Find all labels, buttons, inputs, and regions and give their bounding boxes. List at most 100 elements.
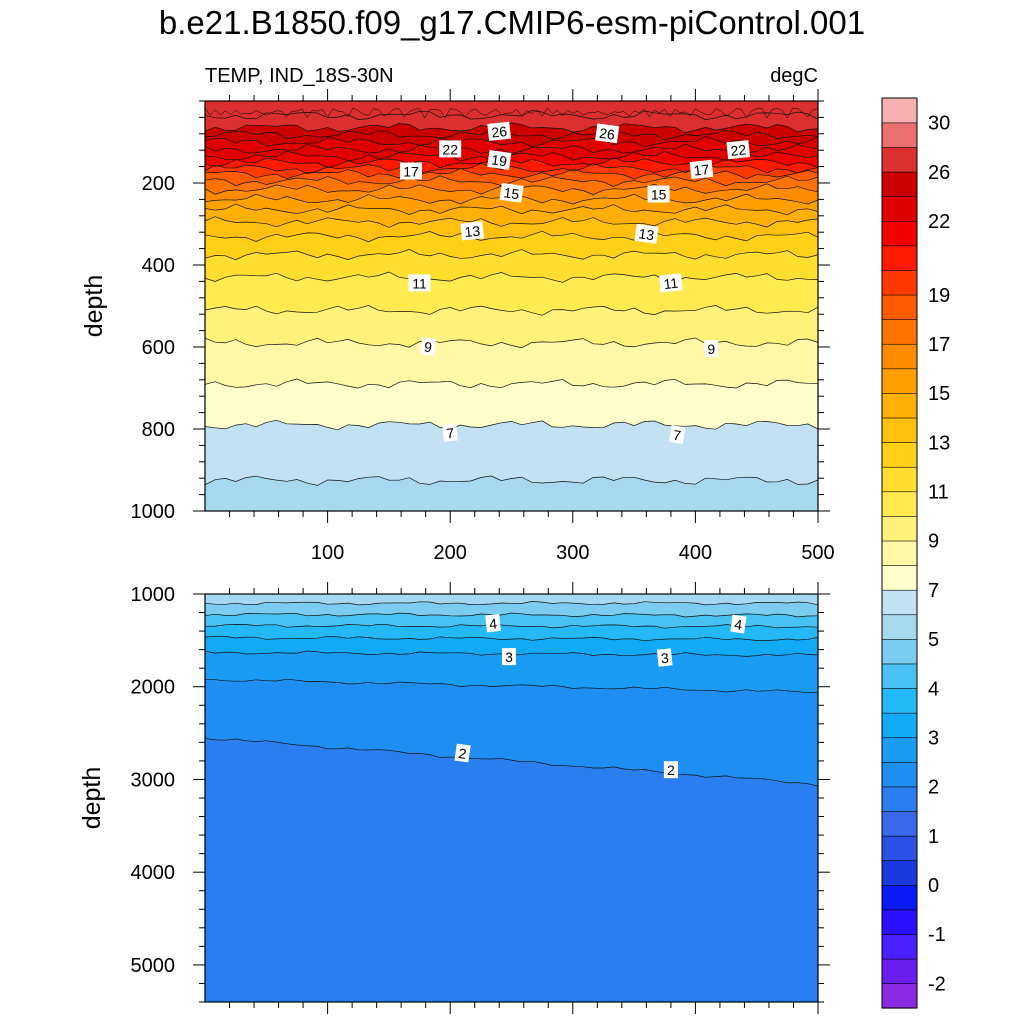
contour-label-box bbox=[408, 274, 431, 292]
contour-label: 11 bbox=[408, 274, 431, 292]
contour-label: 4 bbox=[485, 614, 501, 633]
lower-y-axis-label: depth bbox=[78, 767, 106, 830]
isotherm-line bbox=[205, 623, 818, 629]
colorbar-swatch bbox=[881, 638, 918, 665]
contour-label-box bbox=[460, 221, 485, 241]
contour-label: 7 bbox=[668, 425, 686, 444]
colorbar-swatch bbox=[881, 835, 918, 862]
contour-label-box bbox=[726, 140, 751, 160]
y-tick-label: 2000 bbox=[131, 677, 176, 699]
contour-label-box bbox=[663, 761, 678, 779]
isotherm-line bbox=[205, 175, 818, 187]
y-tick-label: 800 bbox=[142, 419, 175, 441]
colorbar-label: 30 bbox=[928, 113, 950, 135]
contour-label: 22 bbox=[726, 140, 751, 160]
colorbar-swatch bbox=[881, 220, 918, 247]
x-tick-label: 400 bbox=[679, 542, 712, 564]
isotherm-line bbox=[205, 601, 818, 606]
contour-label-box bbox=[487, 121, 511, 141]
contour-label-text: 7 bbox=[672, 427, 682, 444]
isotherm-line bbox=[205, 143, 818, 154]
colorbar-label: 17 bbox=[928, 334, 950, 356]
contour-label-box bbox=[485, 614, 501, 633]
contour-label-text: 15 bbox=[503, 184, 521, 202]
colorbar-label: 2 bbox=[928, 777, 939, 799]
contour-label: 13 bbox=[460, 221, 485, 241]
colorbar-label: -1 bbox=[928, 924, 946, 946]
colorbar-swatch bbox=[881, 712, 918, 739]
contour-label-text: 13 bbox=[464, 223, 481, 241]
units-label: degC bbox=[770, 65, 818, 87]
contour-label-text: 11 bbox=[663, 275, 679, 292]
isotherm-line bbox=[205, 163, 818, 175]
contour-label: 19 bbox=[487, 149, 512, 170]
colorbar-swatch bbox=[881, 417, 918, 443]
variable-label: TEMP, IND_18S-30N bbox=[205, 65, 394, 87]
contour-label-box bbox=[656, 648, 673, 667]
y-tick-label: 600 bbox=[142, 337, 175, 359]
colorbar-swatch bbox=[881, 245, 918, 271]
upper-y-axis-label: depth bbox=[80, 275, 108, 338]
isotherm-line bbox=[205, 230, 818, 243]
colorbar-swatch bbox=[881, 564, 918, 591]
contour-label-text: 15 bbox=[651, 187, 667, 203]
y-tick-label: 200 bbox=[142, 173, 175, 195]
colorbar-swatch bbox=[881, 687, 918, 714]
contour-label: 4 bbox=[730, 614, 747, 634]
colorbar-swatch bbox=[881, 909, 918, 935]
contour-label-box bbox=[502, 648, 516, 666]
colorbar-label: 0 bbox=[928, 875, 939, 897]
colorbar-label: 1 bbox=[928, 826, 939, 848]
x-tick-label: 100 bbox=[311, 542, 344, 564]
colorbar-swatch bbox=[881, 737, 918, 763]
colorbar-swatch bbox=[881, 171, 918, 197]
contour-label: 9 bbox=[420, 337, 437, 356]
colorbar-swatch bbox=[881, 466, 918, 493]
y-tick-label: 4000 bbox=[131, 862, 176, 884]
isotherm-line bbox=[205, 129, 818, 141]
colorbar-swatch bbox=[881, 540, 918, 566]
contour-label: 11 bbox=[659, 273, 683, 293]
colorbar-label: 22 bbox=[928, 211, 950, 233]
colorbar-swatch bbox=[881, 515, 918, 542]
contour-label-text: 3 bbox=[660, 650, 670, 667]
contour-label: 13 bbox=[634, 223, 659, 244]
contour-label: 3 bbox=[502, 648, 516, 666]
colorbar: -2 -1 0 1 2 3 4 5 7 9 11 13 15 17 19 22 26 30 bbox=[881, 97, 950, 1009]
colorbar-label: 13 bbox=[928, 432, 950, 454]
colorbar-swatch bbox=[881, 294, 918, 320]
isotherm-line bbox=[205, 305, 818, 316]
colorbar-swatch bbox=[881, 491, 918, 517]
contour-label-box bbox=[634, 223, 659, 244]
contour-label: 26 bbox=[595, 123, 620, 144]
upper-plot-frame bbox=[204, 100, 819, 512]
contour-label-box bbox=[668, 425, 686, 444]
y-tick-label: 400 bbox=[142, 255, 175, 277]
contour-label-box bbox=[454, 743, 471, 763]
colorbar-label: 15 bbox=[928, 383, 950, 405]
colorbar-swatch bbox=[881, 196, 918, 222]
isotherm-line bbox=[205, 136, 818, 148]
colorbar-label: 4 bbox=[928, 678, 939, 700]
colorbar-swatch bbox=[881, 146, 918, 173]
contour-label: 2 bbox=[454, 743, 471, 763]
contour-label-box bbox=[400, 162, 422, 180]
contour-label: 26 bbox=[487, 121, 511, 141]
upper-depth-panel: 26 26 22 22 19 17 17 15 15 13 13 11 11 9 9 7 7 200 400 600… bbox=[80, 89, 835, 564]
colorbar-swatch bbox=[881, 860, 918, 886]
contour-label-text: 11 bbox=[412, 275, 427, 291]
isotherm-line bbox=[205, 216, 818, 228]
contour-label: 15 bbox=[499, 182, 524, 203]
colorbar-swatch bbox=[881, 442, 918, 468]
contour-label-box bbox=[420, 337, 437, 356]
colorbar-swatch bbox=[881, 97, 918, 124]
contour-label: 9 bbox=[704, 340, 719, 357]
isotherm-line bbox=[205, 678, 818, 694]
isotherm-line bbox=[205, 249, 818, 261]
colorbar-swatch bbox=[881, 786, 918, 812]
colorbar-label: 7 bbox=[928, 580, 939, 602]
colorbar-label: 19 bbox=[928, 285, 950, 307]
contour-label-box bbox=[689, 159, 714, 180]
isotherm-line bbox=[205, 271, 818, 283]
